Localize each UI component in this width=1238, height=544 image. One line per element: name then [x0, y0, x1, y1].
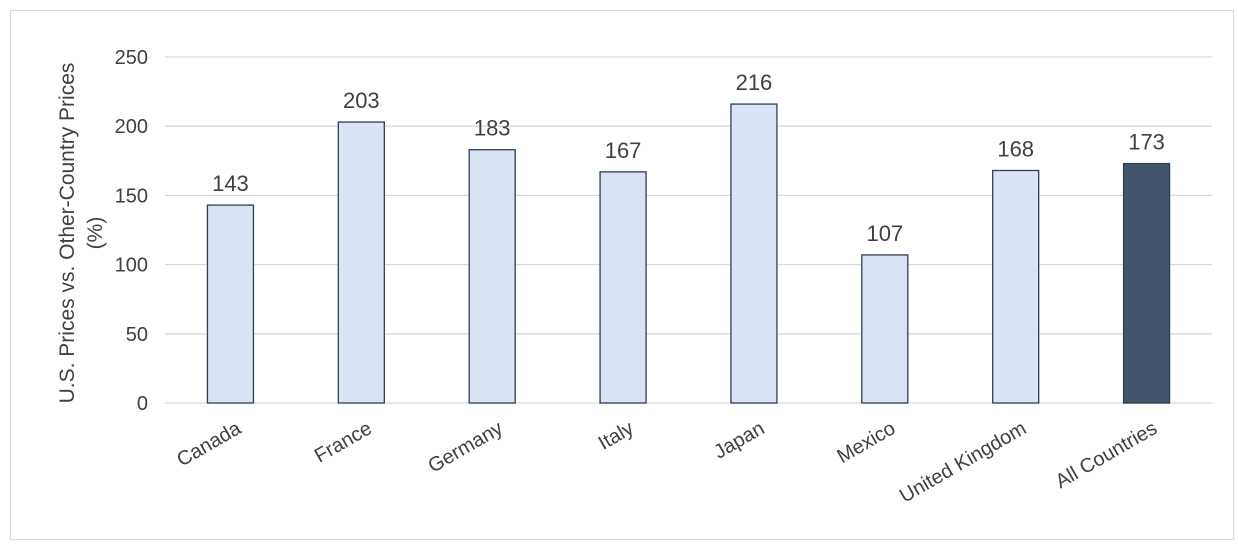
- data-label-all-countries: 173: [1128, 130, 1165, 155]
- data-label-italy: 167: [605, 138, 642, 163]
- bar-all-countries: [1122, 162, 1171, 404]
- x-tick-label-japan: Japan: [710, 417, 768, 463]
- data-label-germany: 183: [474, 116, 511, 141]
- data-label-mexico: 107: [866, 221, 903, 246]
- x-tick-label-mexico: Mexico: [833, 417, 899, 468]
- gridlines: [165, 56, 1212, 404]
- bar-mexico: [861, 254, 909, 404]
- x-tick-label-canada: Canada: [173, 417, 245, 472]
- y-axis-title: U.S. Prices vs. Other-Country Prices (%): [56, 63, 107, 404]
- bar-germany: [468, 149, 516, 404]
- data-label-canada: 143: [212, 171, 249, 196]
- x-tick-label-italy: Italy: [595, 417, 638, 454]
- bar-canada: [206, 204, 255, 404]
- y-tick-label-250: 250: [115, 47, 148, 69]
- bar-france: [337, 121, 385, 404]
- y-tick-label-200: 200: [115, 116, 148, 138]
- bar-japan: [730, 103, 778, 404]
- y-tick-labels: 0 50 100 150 200 250: [115, 47, 148, 415]
- data-label-france: 203: [343, 88, 380, 113]
- data-label-united-kingdom: 168: [997, 136, 1034, 161]
- y-tick-label-0: 0: [137, 393, 148, 415]
- y-axis-title-line-2: (%): [84, 217, 107, 250]
- data-label-japan: 216: [736, 70, 773, 95]
- bars: [206, 103, 1171, 404]
- data-labels: 143 203 183 167 216 107 168 173: [212, 70, 1165, 246]
- y-tick-label-50: 50: [126, 324, 148, 346]
- x-tick-label-germany: Germany: [424, 417, 506, 477]
- x-tick-label-france: France: [311, 417, 376, 467]
- bar-united-kingdom: [992, 169, 1040, 404]
- y-tick-label-150: 150: [115, 185, 148, 207]
- x-tick-label-all-countries: All Countries: [1052, 417, 1161, 493]
- y-axis-title-line-1: U.S. Prices vs. Other-Country Prices: [56, 63, 79, 404]
- x-tick-labels: Canada France Germany Italy Japan MexicoUnite…: [173, 417, 1161, 508]
- chart-frame: [10, 10, 1234, 540]
- y-tick-label-100: 100: [115, 255, 148, 277]
- bar-italy: [599, 171, 647, 404]
- x-tick-label-united-kingdom: United Kingdom: [896, 417, 1030, 507]
